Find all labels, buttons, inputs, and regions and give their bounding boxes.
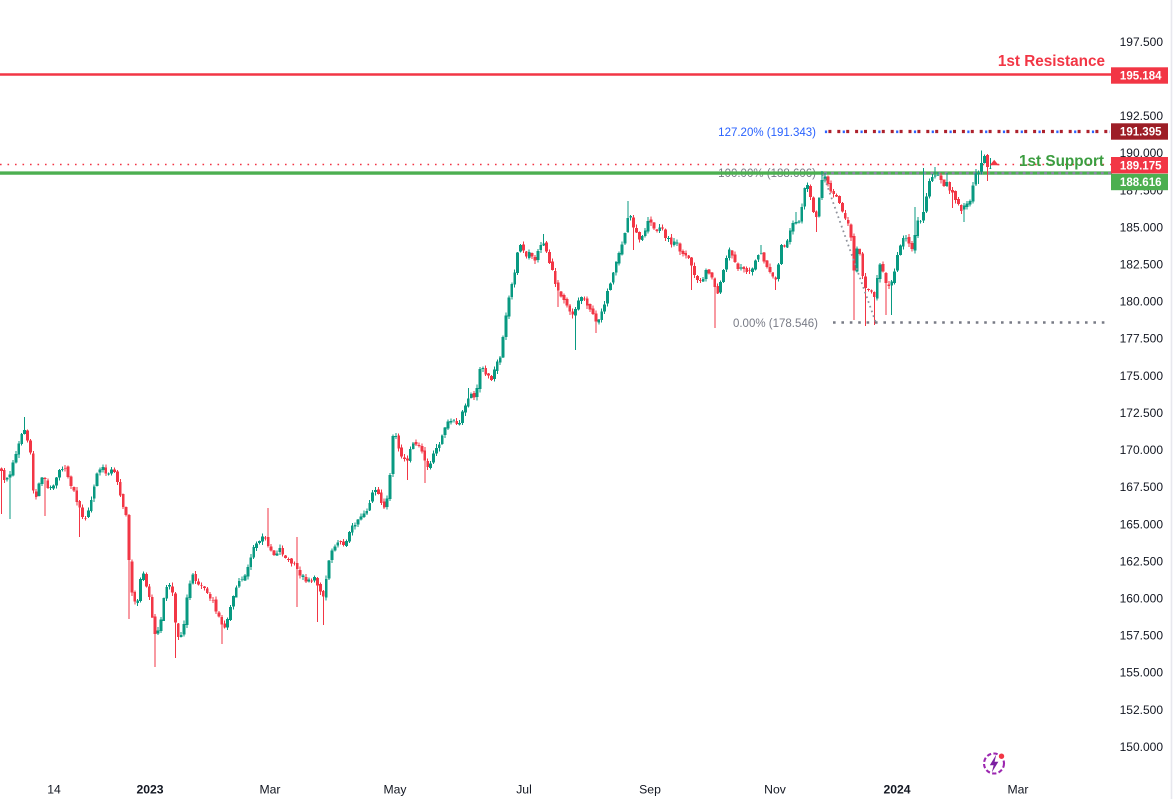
svg-text:170.000: 170.000	[1120, 443, 1164, 457]
svg-text:160.000: 160.000	[1120, 592, 1164, 606]
svg-text:0.00% (178.546): 0.00% (178.546)	[733, 318, 818, 330]
svg-text:197.500: 197.500	[1120, 35, 1164, 49]
svg-text:188.616: 188.616	[1120, 177, 1162, 189]
svg-text:185.000: 185.000	[1120, 220, 1164, 234]
svg-text:Jul: Jul	[516, 783, 532, 797]
svg-text:191.395: 191.395	[1120, 127, 1162, 139]
svg-text:Mar: Mar	[260, 783, 281, 797]
svg-text:Mar: Mar	[1008, 783, 1029, 797]
svg-text:172.500: 172.500	[1120, 406, 1164, 420]
svg-text:162.500: 162.500	[1120, 554, 1164, 568]
svg-text:127.20% (191.343): 127.20% (191.343)	[718, 127, 816, 139]
svg-text:2023: 2023	[136, 783, 163, 797]
svg-text:1st Resistance: 1st Resistance	[998, 53, 1105, 70]
svg-text:195.184: 195.184	[1120, 71, 1162, 83]
svg-text:155.000: 155.000	[1120, 666, 1164, 680]
svg-text:150.000: 150.000	[1120, 740, 1164, 754]
svg-text:180.000: 180.000	[1120, 295, 1164, 309]
svg-text:157.500: 157.500	[1120, 629, 1164, 643]
svg-text:152.500: 152.500	[1120, 703, 1164, 717]
svg-text:165.000: 165.000	[1120, 517, 1164, 531]
svg-text:1st Support: 1st Support	[1019, 153, 1104, 170]
svg-text:May: May	[383, 783, 407, 797]
svg-text:175.000: 175.000	[1120, 369, 1164, 383]
svg-text:177.500: 177.500	[1120, 332, 1164, 346]
svg-text:Nov: Nov	[764, 783, 787, 797]
svg-text:190.000: 190.000	[1120, 146, 1164, 160]
svg-text:2024: 2024	[883, 783, 910, 797]
svg-text:14: 14	[47, 783, 61, 797]
svg-text:Sep: Sep	[639, 783, 661, 797]
svg-text:182.500: 182.500	[1120, 258, 1164, 272]
svg-text:189.175: 189.175	[1120, 160, 1162, 172]
svg-text:167.500: 167.500	[1120, 480, 1164, 494]
svg-text:192.500: 192.500	[1120, 109, 1164, 123]
